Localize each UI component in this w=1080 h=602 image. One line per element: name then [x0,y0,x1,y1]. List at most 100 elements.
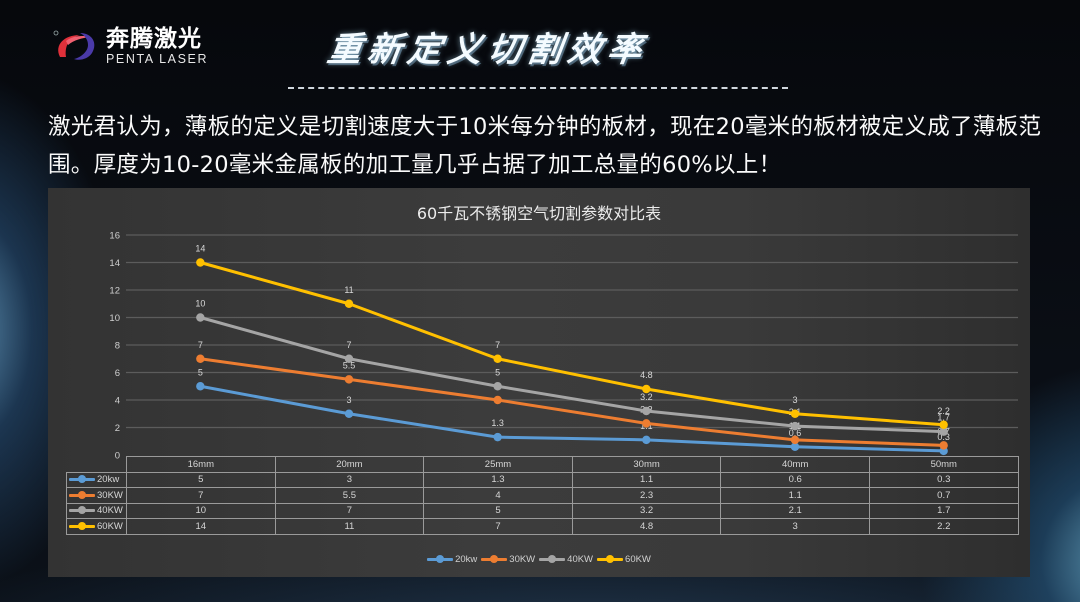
data-label: 1.7 [937,413,950,423]
data-point-marker [790,409,800,418]
line-chart-plot: 0246810121416531.31.10.60.375.542.31.10.… [109,231,1018,462]
table-cell: 1.1 [571,471,722,488]
data-label: 5 [198,367,203,377]
table-cell: 2.2 [868,518,1019,535]
table-cell: 3.2 [571,502,722,519]
data-point-marker [196,258,205,267]
data-point-marker [939,427,948,436]
table-cell: 7 [274,502,425,519]
data-label: 14 [195,244,205,254]
table-cell: 0.3 [868,471,1019,488]
table-cell: 7 [423,518,573,535]
y-tick-label: 6 [115,368,120,379]
data-label: 3.2 [640,392,653,402]
legend-item: 60KW [597,554,651,565]
series-swatch-icon [69,490,95,499]
data-label: 3 [792,395,797,405]
brand-name-en: PENTA LASER [106,52,209,66]
table-column-header: 20mm [274,456,425,473]
table-cell: 3 [720,518,870,535]
data-point-marker [493,354,502,363]
data-label: 5 [495,367,500,377]
data-label: 5.5 [343,360,356,370]
legend-swatch-icon [481,555,508,563]
table-row-label: 40KW [66,502,127,519]
data-point-marker [196,354,205,363]
table-column-header: 50mm [868,456,1019,473]
data-point-marker [939,441,948,450]
data-point-marker [493,382,502,391]
table-cell: 0.7 [868,487,1019,504]
table-column-header: 30mm [571,456,722,473]
table-row-label: 30KW [66,487,127,504]
table-cell: 1.1 [720,487,870,504]
series-swatch-icon [69,506,95,515]
table-cell: 14 [126,518,276,535]
data-label: 0.6 [789,428,802,438]
table-cell: 1.3 [423,471,573,488]
table-cell: 5.5 [274,487,425,504]
chart-data-table: 16mm 20mm 25mm 30mm 40mm 50mm 20kw 5 3 1.3 1.1 0.6… [66,456,1019,535]
y-tick-label: 0 [115,451,120,462]
table-row: 20kw 5 3 1.3 1.1 0.6 0.3 [66,471,1019,488]
data-point-marker [939,420,948,429]
table-cell: 7 [126,487,276,504]
table-cell: 11 [274,518,425,535]
series-swatch-icon [69,521,95,530]
series-line [199,316,944,434]
data-point-marker [790,421,800,431]
table-row: 40KW 10 7 5 3.2 2.1 1.7 [66,502,1019,519]
data-point-marker [790,442,800,451]
y-tick-label: 8 [115,341,120,352]
table-cell: 5 [126,471,276,488]
legend-item: 30KW [481,554,535,565]
data-point-marker [642,419,651,428]
legend-label: 40KW [567,554,594,565]
data-point-marker [493,395,502,405]
table-column-header: 40mm [720,456,870,473]
data-point-marker [344,354,354,363]
legend-swatch-icon [427,555,454,563]
table-cell: 4 [423,487,573,504]
penta-laser-logo-icon [50,27,98,67]
data-point-marker [642,435,651,445]
data-label: 10 [195,299,205,309]
data-label: 11 [344,285,353,295]
table-cell: 5 [423,502,573,519]
chart-panel: 60千瓦不锈钢空气切割参数对比表 0246810121416531.31.10.… [48,188,1030,577]
table-cell: 3 [274,471,425,488]
brand-name-cn: 奔腾激光 [106,26,202,52]
table-column-header: 25mm [423,456,573,473]
table-column-header: 16mm [126,456,276,473]
legend-swatch-icon [597,555,624,563]
data-point-marker [790,435,800,445]
data-point-marker [642,406,651,416]
chart-legend: 20kw 30KW 40KW 60KW [48,554,1030,565]
table-cell: 2.3 [571,487,722,504]
data-label: 4.8 [640,370,653,380]
legend-label: 60KW [625,554,651,565]
table-row-label: 60KW [66,518,127,535]
y-tick-label: 10 [109,313,120,324]
data-point-marker [493,432,502,442]
series-swatch-icon [69,475,95,484]
brand-logo: 奔腾激光 PENTA LASER [50,26,208,67]
data-point-marker [642,384,651,394]
data-label: 7 [495,340,500,350]
series-line [200,384,944,453]
intro-paragraph: 激光君认为，薄板的定义是切割速度大于10米每分钟的板材，现在20毫米的板材被定义… [48,114,1042,178]
legend-label: 30KW [509,554,536,565]
data-label: 7 [346,340,351,350]
table-cell: 4.8 [571,518,722,535]
legend-swatch-icon [539,555,566,563]
data-label: 2.2 [937,406,950,416]
title-divider [288,87,788,89]
y-tick-label: 4 [115,396,120,407]
y-tick-label: 16 [109,231,120,242]
series-line [200,357,944,447]
legend-item: 40KW [539,554,593,565]
data-point-marker [196,313,205,322]
page-title: 重新定义切割效率 [324,30,651,70]
legend-label: 20kw [455,554,478,565]
data-point-marker [196,382,205,391]
